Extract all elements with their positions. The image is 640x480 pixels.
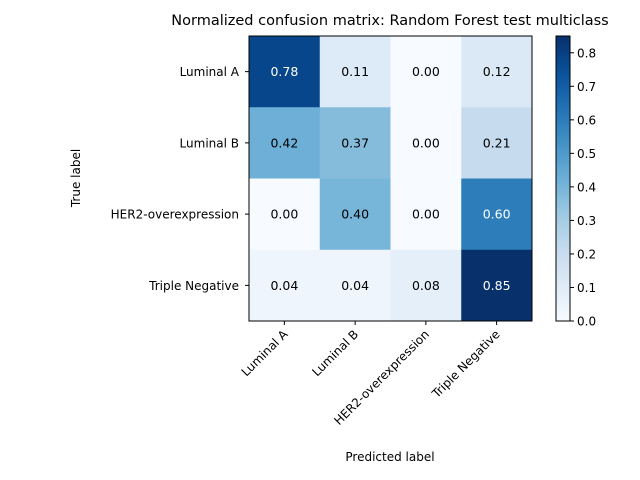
heatmap-cell bbox=[319, 36, 391, 108]
cell-value-label: 0.11 bbox=[341, 64, 369, 79]
heatmap-cell bbox=[249, 178, 321, 251]
heatmap-cell bbox=[461, 249, 533, 322]
cell-value-label: 0.00 bbox=[412, 207, 440, 222]
y-axis-label: True label bbox=[69, 149, 83, 208]
heatmap-cell bbox=[390, 107, 462, 179]
y-axis-ticks: Luminal A Luminal B HER2-overexpression Tri… bbox=[111, 65, 249, 293]
colorbar-tick-label: 0.1 bbox=[577, 281, 596, 295]
cell-value-label: 0.40 bbox=[341, 207, 369, 222]
cell-value-label: 0.08 bbox=[412, 278, 440, 293]
heatmap-cell bbox=[249, 36, 321, 108]
cell-value-label: 0.60 bbox=[483, 207, 511, 222]
heatmap-cell bbox=[319, 178, 391, 251]
colorbar-tick-label: 0.2 bbox=[577, 247, 596, 261]
heatmap-cell bbox=[319, 249, 391, 322]
cell-value-label: 0.04 bbox=[341, 278, 369, 293]
colorbar-tick-label: 0.3 bbox=[577, 214, 596, 228]
y-tick-label: Triple Negative bbox=[148, 279, 239, 293]
heatmap-cell bbox=[461, 107, 533, 179]
y-tick-label: Luminal B bbox=[180, 136, 239, 150]
cell-value-label: 0.04 bbox=[270, 278, 298, 293]
cell-value-label: 0.12 bbox=[483, 64, 511, 79]
cell-value-label: 0.00 bbox=[412, 64, 440, 79]
colorbar-tick-label: 0.4 bbox=[577, 180, 596, 194]
plot-frame bbox=[248, 35, 533, 322]
heatmap-cell bbox=[390, 178, 462, 251]
cell-value-label: 0.00 bbox=[270, 207, 298, 222]
cell-value-label: 0.78 bbox=[270, 64, 298, 79]
cell-value-label: 0.21 bbox=[483, 135, 511, 150]
heatmap-cell bbox=[461, 36, 533, 108]
cell-value-label: 0.37 bbox=[341, 135, 369, 150]
y-tick-label: HER2-overexpression bbox=[111, 208, 239, 222]
cell-value-label: 0.00 bbox=[412, 135, 440, 150]
heatmap-cell bbox=[390, 36, 462, 108]
chart-title: Normalized confusion matrix: Random Fore… bbox=[171, 13, 608, 29]
x-axis-label: Predicted label bbox=[345, 450, 434, 464]
colorbar-tick-label: 0.0 bbox=[577, 315, 596, 329]
heatmap-cell bbox=[390, 249, 462, 322]
heatmap-cells: 0.78 0.11 0.00 0.12 0.42 0.37 0.00 0.21 0.00 0.40… bbox=[249, 36, 533, 322]
colorbar-tick-label: 0.7 bbox=[577, 80, 596, 94]
colorbar-tick-label: 0.5 bbox=[577, 147, 596, 161]
y-tick-label: Luminal A bbox=[180, 65, 240, 79]
heatmap-cell bbox=[249, 249, 321, 322]
colorbar-tick-label: 0.6 bbox=[577, 113, 596, 127]
colorbar-tick-label: 0.8 bbox=[577, 46, 596, 60]
cell-value-label: 0.85 bbox=[483, 278, 511, 293]
cell-value-label: 0.42 bbox=[270, 135, 298, 150]
colorbar-ticks: 0.0 0.1 0.2 0.3 0.4 0.5 0.6 0.7 0.8 bbox=[570, 46, 596, 329]
heatmap-cell bbox=[319, 107, 391, 179]
heatmap-cell bbox=[461, 178, 533, 251]
heatmap-cell bbox=[249, 107, 321, 179]
colorbar bbox=[555, 35, 571, 322]
